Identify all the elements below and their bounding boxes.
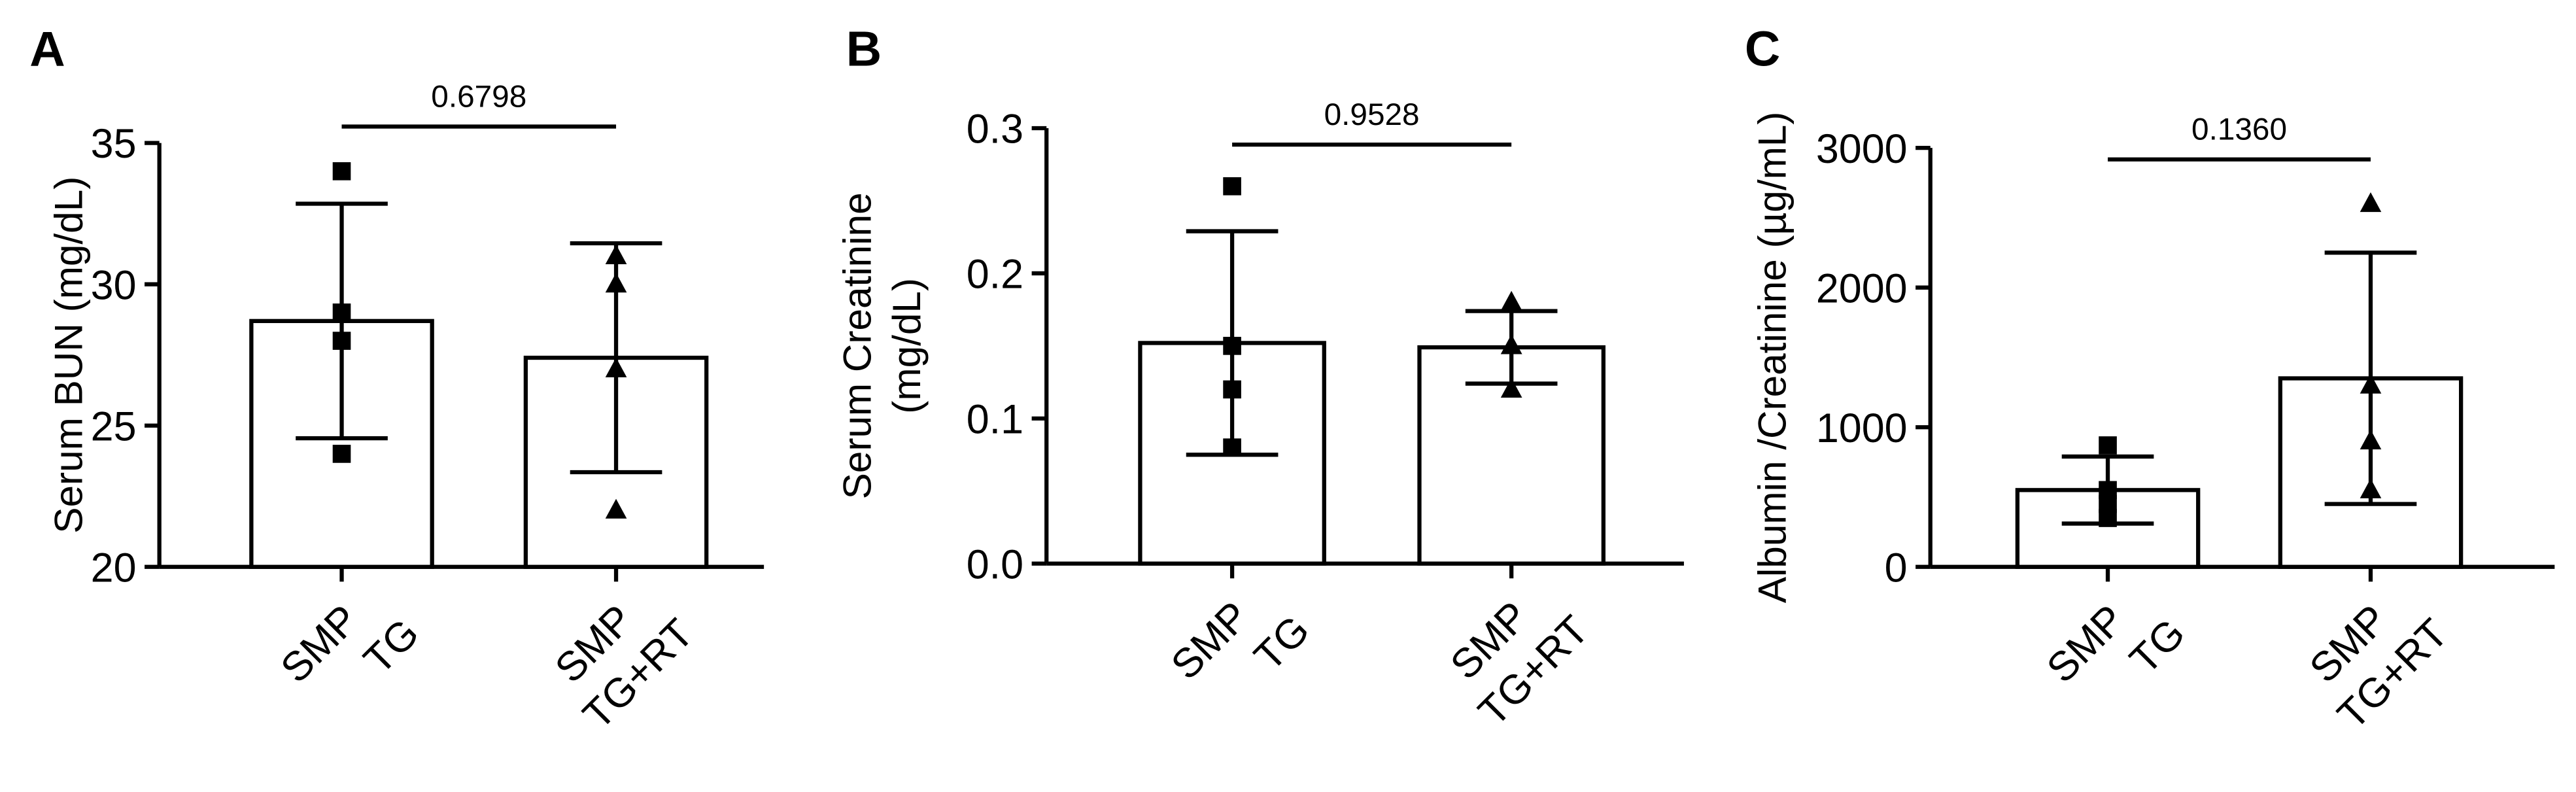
y-axis-label: (mg/dL) [884,278,929,414]
panel: B Serum Creatinine (mg/dL) 0.0 0.1 0.2 0.3 SMPT… [834,22,1684,735]
data-point [332,162,351,181]
y-tick-label: 35 [91,121,137,167]
panel-letter: C [1745,22,1780,77]
y-axis-label: Serum BUN (mg/dL) [46,177,91,534]
y-tick-label: 0.1 [967,396,1023,442]
y-tick-label: 1000 [1816,405,1908,451]
data-point [332,303,351,322]
y-tick-label: 30 [91,262,137,308]
x-tick-label-line: TG [355,610,428,683]
x-tick-label-line: SMP [2038,596,2133,692]
data-point [2099,509,2117,527]
data-point [2360,429,2382,450]
panel-letter: A [29,22,65,77]
data-point [1223,438,1241,457]
y-axis-label: Albumin /Creatinine (µg/mL) [1750,112,1795,604]
data-point [2360,192,2382,213]
data-point [1500,377,1522,398]
data-point [605,273,627,293]
data-point [605,244,627,265]
y-tick-label: 0 [1885,545,1908,591]
p-value: 0.6798 [431,79,526,114]
y-tick-label: 3000 [1816,126,1908,172]
panel: C Albumin /Creatinine (µg/mL) 0 1000 2000 300… [1745,22,2555,738]
x-tick-label-line: SMP [272,596,368,692]
data-point [605,498,627,519]
data-point [2099,436,2117,455]
data-point [1223,177,1241,196]
y-axis-label: Serum Creatinine [834,192,879,499]
y-tick-label: 20 [91,545,137,591]
p-value: 0.9528 [1324,97,1420,132]
data-point [2360,373,2382,394]
x-tick-label-line: TG [2121,610,2193,683]
y-tick-label: 0.0 [967,542,1023,587]
data-point [332,332,351,350]
x-tick-label-line: TG [1245,607,1318,680]
bar [2015,488,2201,569]
data-point [605,357,627,377]
y-tick-label: 0.3 [967,107,1023,152]
data-point [1500,334,1522,354]
p-value: 0.1360 [2191,112,2287,147]
data-point [1223,337,1241,355]
y-tick-label: 2000 [1816,266,1908,311]
y-tick-label: 25 [91,404,137,449]
y-tick-label: 0.2 [967,252,1023,298]
data-point [332,445,351,463]
x-tick-label-line: SMP [1163,593,1258,689]
data-point [1500,290,1522,311]
data-point [2360,478,2382,498]
data-point [1223,380,1241,399]
panel-letter: B [846,22,882,77]
